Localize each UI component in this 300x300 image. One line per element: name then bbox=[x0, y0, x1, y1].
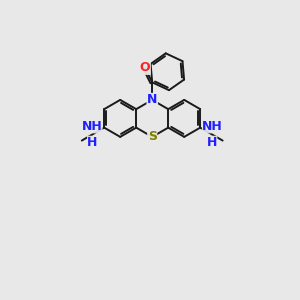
Text: O: O bbox=[140, 61, 150, 74]
Text: N: N bbox=[147, 93, 158, 106]
Text: S: S bbox=[148, 130, 157, 143]
Text: NH: NH bbox=[202, 120, 223, 134]
Text: H: H bbox=[207, 136, 217, 149]
Text: H: H bbox=[87, 136, 98, 149]
Text: NH: NH bbox=[82, 120, 103, 134]
